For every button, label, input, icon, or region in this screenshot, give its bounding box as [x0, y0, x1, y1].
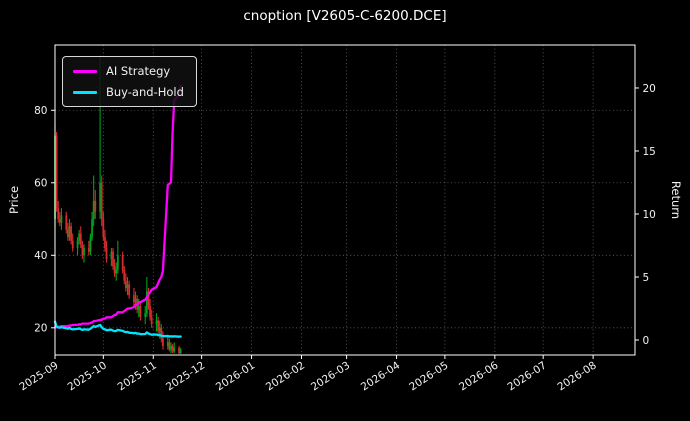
candle-body: [83, 248, 85, 256]
candle-body: [116, 255, 119, 270]
candle-body: [68, 226, 71, 238]
candle-body: [137, 306, 140, 310]
candle-body: [158, 327, 161, 332]
price-tick-label: 40: [34, 250, 47, 262]
legend-label-buy-and-hold: Buy-and-Hold: [106, 85, 184, 99]
candle-body: [57, 208, 60, 220]
candles-layer: [54, 55, 182, 354]
legend-line-swatch-ai-strategy: [73, 69, 97, 73]
candle-body: [94, 200, 97, 212]
candle-body: [147, 291, 150, 307]
candle-body: [134, 298, 137, 303]
candle-body: [124, 280, 127, 288]
candle-body: [150, 316, 153, 325]
candle-body: [58, 219, 61, 223]
candle-body: [87, 248, 90, 252]
x-tick-label: 2026-08: [555, 359, 598, 393]
legend-item-buy-and-hold: Buy-and-Hold: [73, 85, 184, 99]
candle-body: [155, 320, 158, 325]
price-tick-label: 80: [34, 105, 47, 117]
grid-layer: [54, 45, 635, 355]
candle-body: [157, 320, 160, 332]
legend-item-ai-strategy: AI Strategy: [73, 64, 184, 78]
price-tick-label: 20: [34, 323, 47, 335]
legend: AI Strategy Buy-and-Hold: [62, 56, 197, 107]
candle-body: [89, 237, 92, 252]
x-tick-label: 2026-07: [505, 359, 548, 393]
candle-body: [99, 182, 102, 212]
return-tick-label: 5: [643, 272, 650, 284]
x-tick-label: 2025-10: [66, 359, 109, 393]
x-tick-label: 2026-03: [309, 359, 352, 393]
candle-body: [79, 233, 82, 245]
candle-body: [149, 306, 151, 317]
x-tick-label: 2026-04: [359, 359, 403, 393]
x-tick-label: 2026-06: [457, 359, 501, 393]
candle-body: [133, 295, 135, 303]
y-axis-label-return: Return: [669, 180, 683, 220]
candle-body: [60, 215, 63, 223]
return-tick-label: 0: [643, 335, 650, 347]
x-tick-label: 2025-11: [116, 359, 159, 393]
candle-body: [92, 200, 95, 220]
plot-border: [54, 44, 636, 356]
candle-body: [139, 306, 142, 317]
candle-body: [160, 327, 163, 339]
x-tick-label: 2026-01: [214, 359, 257, 393]
x-tick-label: 2025-12: [164, 359, 207, 393]
candle-body: [81, 244, 84, 256]
candle-body: [126, 284, 129, 288]
candle-body: [71, 240, 74, 249]
candle-body: [166, 342, 169, 346]
legend-line-swatch-buy-and-hold: [73, 90, 97, 94]
candle-body: [144, 313, 147, 317]
candle-body: [121, 255, 124, 270]
x-tick-label: 2025-09: [17, 359, 60, 393]
candle-body: [70, 226, 73, 241]
candle-body: [178, 347, 180, 354]
candle-body: [168, 342, 171, 350]
candle-body: [104, 237, 106, 249]
candle-body: [102, 219, 105, 238]
candle-body: [105, 248, 108, 259]
candle-body: [76, 240, 79, 249]
return-tick-label: 10: [643, 209, 656, 221]
candle-body: [123, 269, 126, 281]
candle-body: [91, 219, 93, 238]
candle-body: [128, 284, 131, 296]
candle-body: [113, 266, 116, 274]
return-tick-label: 20: [643, 83, 656, 95]
x-tick-label: 2026-02: [264, 359, 307, 393]
candle-body: [145, 291, 148, 314]
buy-and-hold-line: [53, 320, 182, 338]
candle-body: [179, 349, 182, 354]
candle-body: [115, 269, 118, 274]
candle-body: [78, 233, 81, 241]
candle-body: [173, 347, 176, 352]
candle-body: [110, 251, 113, 259]
price-tick-label: 60: [34, 178, 47, 190]
candle-body: [171, 345, 174, 352]
y-axis-label-price: Price: [7, 185, 21, 215]
x-tick-label: 2026-05: [407, 359, 450, 393]
candle-body: [55, 135, 58, 209]
candle-body: [170, 345, 172, 350]
candle-body: [112, 251, 114, 267]
ai-strategy-line: [53, 84, 182, 329]
candle-body: [66, 229, 69, 238]
candle-body: [65, 215, 68, 230]
return-tick-label: 15: [643, 146, 656, 158]
candle-body: [100, 182, 103, 220]
candle-body: [162, 338, 164, 346]
legend-label-ai-strategy: AI Strategy: [106, 64, 171, 78]
chart-title: cnoption [V2605-C-6200.DCE]: [243, 8, 447, 24]
